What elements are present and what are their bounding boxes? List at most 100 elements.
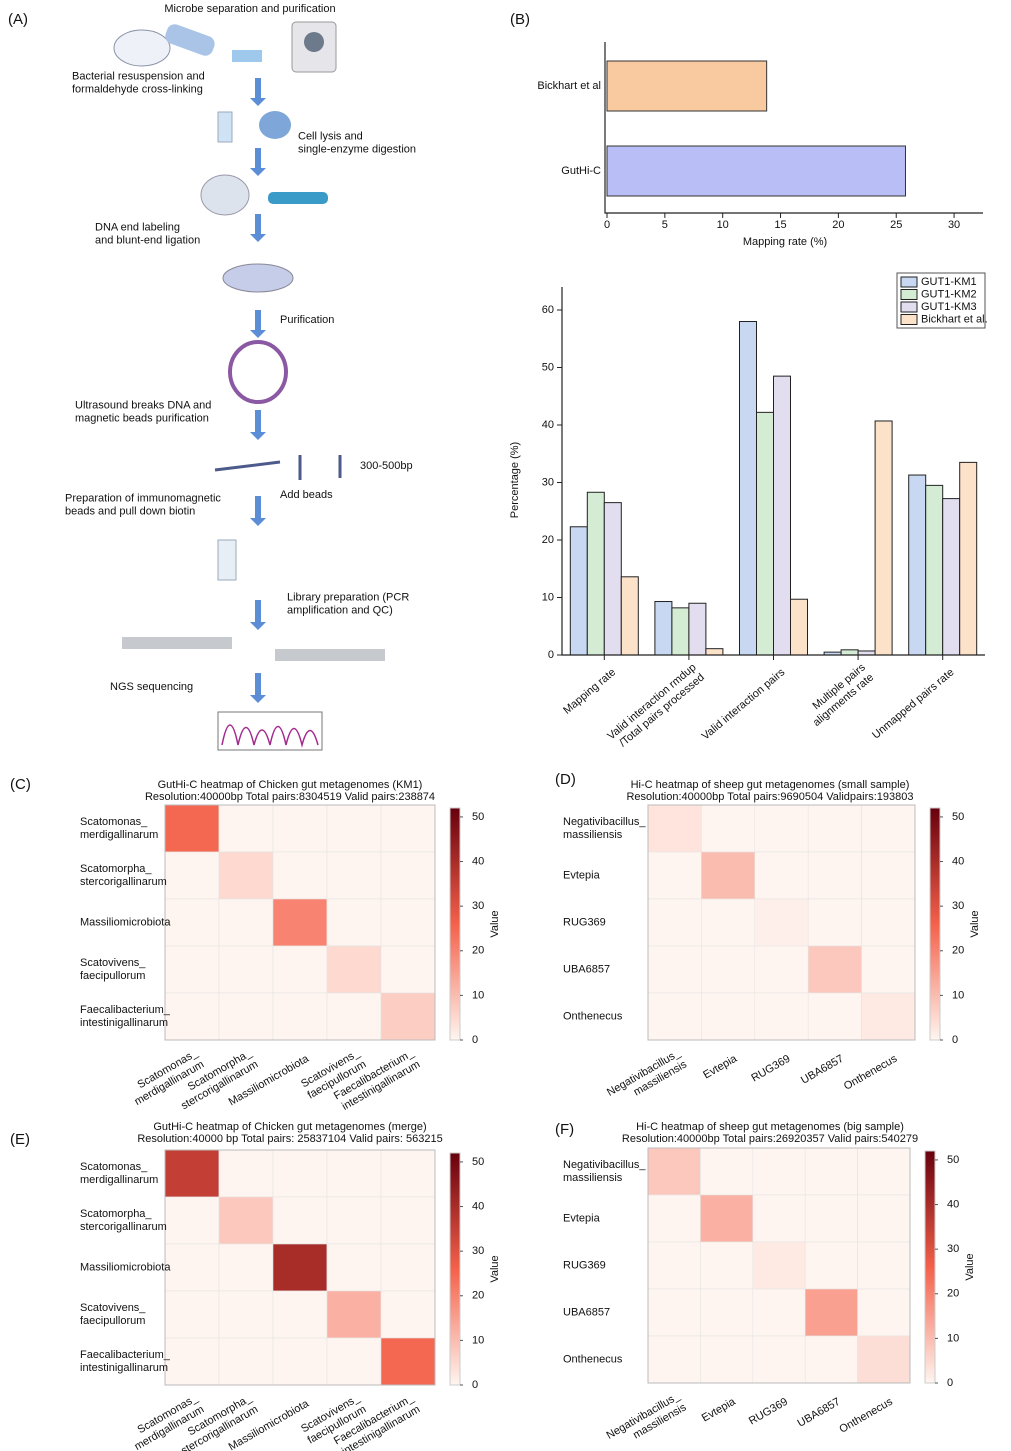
heat-cell [752,1335,806,1384]
heat-cell [861,945,916,994]
heat-cell [164,945,220,994]
heat-cell [647,1335,701,1384]
colorbar-label: Value [969,910,981,937]
chart-title: Hi-C heatmap of sheep gut metagenomes (b… [636,1121,904,1133]
y-tick-label: 40 [542,419,554,431]
heat-cell [701,992,756,1041]
y-axis-label: Percentage (%) [509,442,521,518]
heat-cell [326,1149,382,1198]
heat-cell [647,945,702,994]
heat-cell [326,1243,382,1292]
heat-cell [218,1243,274,1292]
heat-cell [857,1335,911,1384]
heat-cell [326,1290,382,1339]
heat-cell [647,1241,701,1290]
heat-cell [272,1149,328,1198]
bar [606,145,906,197]
axes [604,42,983,214]
heat-cell [218,992,274,1041]
step: NGS sequencing [110,681,193,693]
panel-label: (E) [10,1131,30,1148]
row-label: Scatomorpha_ stercorigallinarum [80,863,167,888]
row-label: Onthenecus [563,1353,623,1365]
col-label: UBA6857 [799,1053,846,1087]
colorbar-tick-label: 40 [472,855,484,867]
bar [688,602,707,656]
heat-cell [380,804,436,853]
heat-cell [218,804,274,853]
colorbar-tick-label: 30 [472,900,484,912]
heat-cell [754,992,809,1041]
x-tick-label: 25 [890,219,902,231]
chart-subtitle: Resolution:40000bp Total pairs:8304519 V… [145,791,435,803]
step: Bacterial resuspension and formaldehyde c… [72,70,205,95]
heat-cell [380,1243,436,1292]
x-tick-label: 20 [832,219,844,231]
heat-cell [326,898,382,947]
heat-cell [861,804,916,853]
colorbar-tick-label: 0 [952,1034,958,1046]
col-label: UBA6857 [796,1396,843,1430]
heat-cell [380,1290,436,1339]
heat-cell [647,804,702,853]
bar [857,650,876,656]
heat-cell [754,898,809,947]
row-label: RUG369 [563,916,606,928]
row-label: Faecalibacterium_ intestinigallinarum [80,1004,171,1029]
heat-cell [700,1194,754,1243]
colorbar-tick-label: 20 [952,945,964,957]
heat-cell [380,1149,436,1198]
chart-subtitle: Resolution:40000 bp Total pairs: 2583710… [137,1133,442,1145]
colorbar-tick-label: 20 [472,1290,484,1302]
colorbar [449,1152,461,1386]
row-label: Negativibacillus_ massiliensis [563,816,646,841]
heat-cell [164,1149,220,1198]
bar [942,498,961,656]
legend-label: GUT1-KM3 [921,301,977,313]
y-tick-label: 60 [542,304,554,316]
x-tick-label: 15 [774,219,786,231]
heat-cell [647,898,702,947]
heat-cell [804,1335,858,1384]
heat-cell [380,1337,436,1386]
chart-title: Hi-C heatmap of sheep gut metagenomes (s… [631,779,910,791]
bar [586,491,605,656]
panel-label: (C) [10,776,31,793]
heat-cell [272,898,328,947]
legend-swatch [900,289,918,300]
row-label: Faecalibacterium_ intestinigallinarum [80,1349,171,1374]
heat-cell [272,1196,328,1245]
heat-cell [647,1288,701,1337]
legend-label: Bickhart et al. [921,313,988,325]
chart-title: GutHi-C heatmap of Chicken gut metagenom… [153,1121,426,1133]
heat-cell [326,945,382,994]
colorbar-tick-label: 0 [472,1379,478,1391]
y-tick-label: 50 [542,361,554,373]
heat-cell [647,992,702,1041]
heat-cell [861,898,916,947]
heat-cell [804,1147,858,1196]
bar [959,461,978,656]
x-tick-label: Valid interaction pairs [700,666,788,743]
x-tick-label: 0 [604,219,610,231]
y-tick-label: 30 [542,476,554,488]
colorbar-tick-label: 20 [947,1288,959,1300]
heat-cell [857,1194,911,1243]
row-label: UBA6857 [563,1306,610,1318]
x-tick-label: Mapping rate [561,666,618,716]
x-tick-label: Unmapped pairs rate [870,666,956,741]
heat-cell [164,851,220,900]
colorbar-tick-label: 50 [472,1156,484,1168]
heat-cell [326,992,382,1041]
colorbar-tick-label: 50 [947,1154,959,1166]
heat-cell [326,851,382,900]
row-label: Scatomonas_ merdigallinarum [80,1161,158,1186]
heat-cell [326,1337,382,1386]
heat-cell [380,945,436,994]
col-label: RUG369 [749,1053,792,1085]
colorbar-tick-label: 10 [472,1334,484,1346]
row-label: Scatovivens_ faecipullorum [80,1302,146,1327]
step: Cell lysis and single-enzyme digestion [298,130,416,155]
heat-cell [326,804,382,853]
